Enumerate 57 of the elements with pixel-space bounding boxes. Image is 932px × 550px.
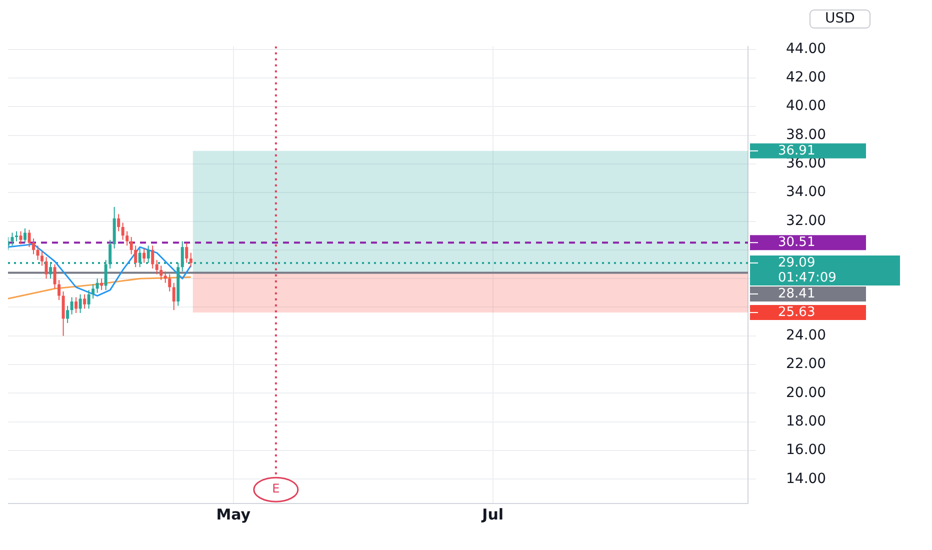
candlestick [164,270,167,284]
text: 01:47:09 [778,270,836,286]
candlestick [130,236,133,255]
text: USD [825,10,855,27]
y-tick-label: 18.00 [786,414,826,430]
candlestick [185,242,188,264]
y-tick-label: 22.00 [786,356,826,372]
candlestick [58,280,61,301]
candlestick [10,232,14,246]
candlestick [160,265,163,281]
candlestick [180,240,184,272]
candlestick [151,245,154,270]
candlestick [155,259,158,275]
candlestick [168,274,172,292]
ref-line-label: 29.09 [778,255,816,270]
y-tick-label: 38.00 [786,126,826,143]
candlestick [134,245,138,268]
candlestick [36,245,40,260]
y-tick-label: 40.00 [786,98,826,114]
ref-line-label: 28.41 [778,286,816,302]
y-tick-label: 32.00 [786,212,826,229]
candlestick [53,264,56,290]
candlestick [78,294,82,314]
band-label: 36.91 [778,143,816,158]
candlestick [15,230,18,242]
candlestick [92,284,95,300]
candlestick [28,229,31,248]
y-tick-label: 16.00 [786,442,826,458]
y-tick-label: 20.00 [786,384,826,401]
candlestick [40,250,44,266]
y-tick-label: 14.00 [786,470,826,487]
candlestick [24,228,27,244]
candlestick [62,290,65,336]
y-tick-label: 42.00 [786,70,826,86]
y-tick-label: 34.00 [786,184,826,200]
x-tick-label: May [216,505,251,524]
candlestick [44,256,48,280]
candlestick [74,296,78,314]
candlestick [32,238,36,255]
candlestick [96,278,99,294]
candlestick [19,230,22,245]
ref-line-label: E [272,482,280,496]
y-tick-label: 44.00 [786,40,826,57]
ref-line-label: 30.51 [778,234,816,250]
band-label: 25.63 [778,304,816,320]
candlestick [66,305,70,324]
x-tick-label: Jul [481,505,504,524]
y-tick-label: 24.00 [786,328,826,344]
candlestick [121,222,124,240]
candlestick [70,296,74,315]
candlestick [87,290,90,310]
candlestick [117,214,120,232]
candlestick [83,294,86,310]
candlestick [126,230,129,246]
candlestick [172,282,176,311]
candlestick [142,248,146,264]
candlestick [189,252,192,268]
